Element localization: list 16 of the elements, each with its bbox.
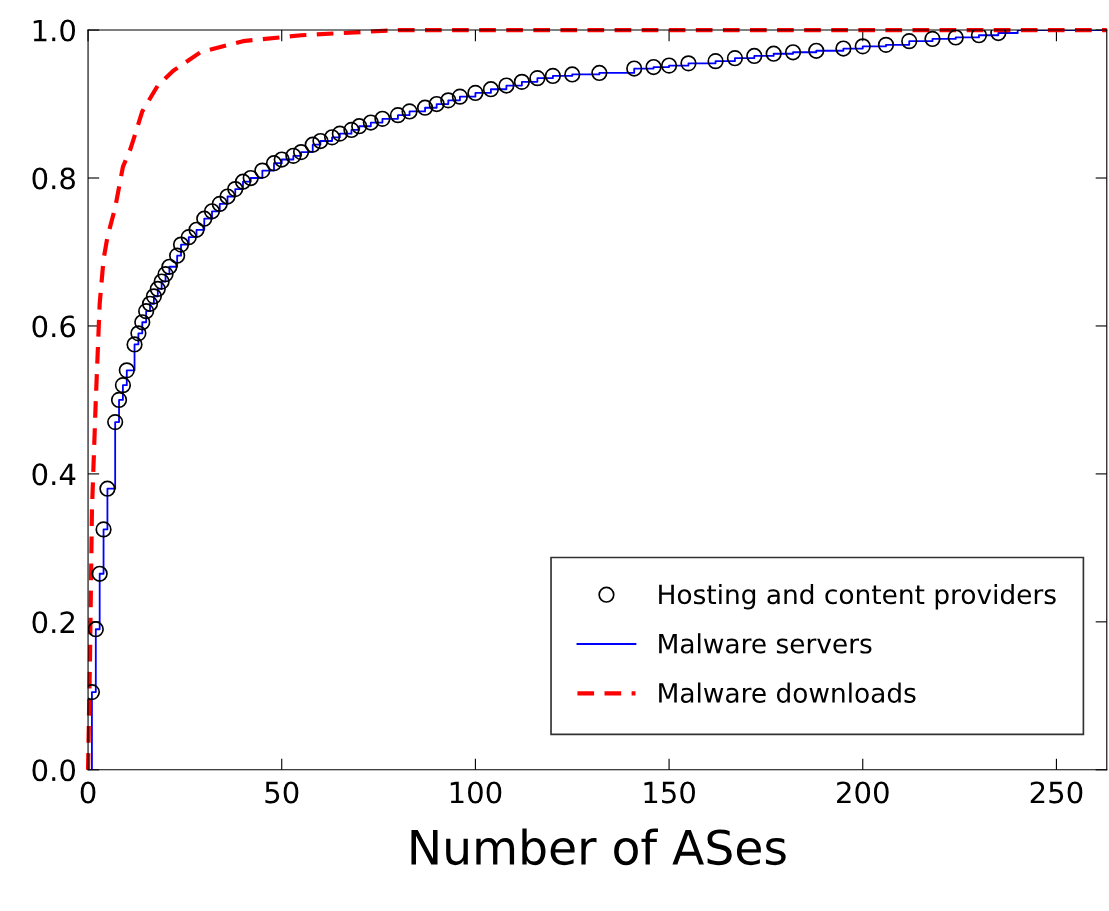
y-tick-label: 0.4: [32, 463, 76, 486]
legend-label: Malware downloads: [659, 682, 916, 703]
x-tick-label: 200: [837, 781, 889, 804]
x-tick-label: 100: [450, 781, 502, 804]
y-tick-label: 0.8: [32, 167, 75, 190]
y-tick-label: 0.0: [32, 759, 76, 782]
legend-label: Hosting and content providers: [659, 583, 1056, 610]
x-tick-label: 50: [265, 781, 299, 804]
x-tick-label: 250: [1030, 781, 1083, 804]
y-tick-label: 1.0: [33, 19, 76, 42]
x-tick-label: 150: [644, 781, 695, 804]
y-tick-label: 0.2: [32, 611, 75, 634]
x-axis-title: Number of ASes: [411, 828, 786, 866]
y-tick-label: 0.6: [32, 315, 76, 338]
legend-label: Malware servers: [659, 633, 872, 654]
x-tick-label: 0: [80, 781, 96, 804]
